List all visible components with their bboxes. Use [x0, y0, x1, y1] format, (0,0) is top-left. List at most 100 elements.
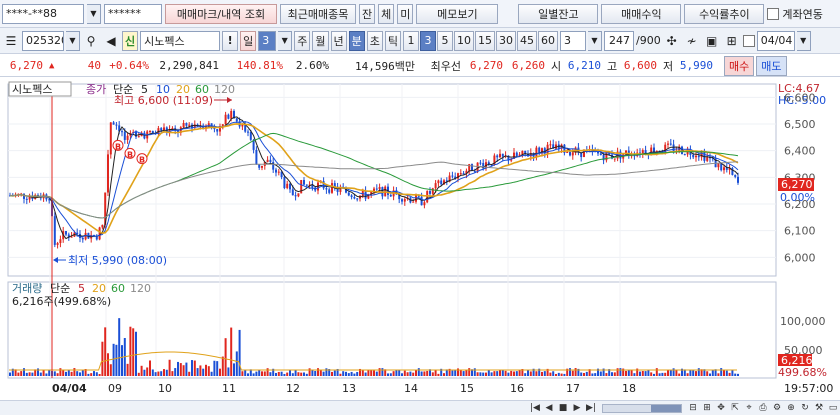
- vol-legend-ma20: 20: [92, 282, 106, 295]
- expand-icon[interactable]: ▭: [828, 403, 838, 413]
- speaker-icon[interactable]: ◀: [106, 33, 116, 48]
- password-field[interactable]: ******: [104, 3, 162, 24]
- candle-body: [107, 154, 109, 193]
- search-icon[interactable]: ⚲: [86, 33, 96, 48]
- settings-icon[interactable]: ⊞: [726, 33, 737, 48]
- candle-body: [611, 154, 613, 159]
- zoom-in-icon[interactable]: ⊞: [703, 403, 711, 413]
- next-icon[interactable]: ▶: [573, 403, 581, 413]
- interval-button-15[interactable]: 15: [475, 30, 495, 51]
- interval-button-1[interactable]: 1: [403, 30, 419, 51]
- volume-bar: [717, 373, 720, 376]
- candle-body: [28, 196, 31, 200]
- balance-button[interactable]: 잔: [359, 3, 376, 24]
- list-icon[interactable]: ☰: [5, 33, 17, 48]
- interval-button-5[interactable]: 5: [437, 30, 453, 51]
- refresh-icon[interactable]: ↻: [801, 403, 809, 413]
- period-month-button[interactable]: 월: [312, 30, 329, 51]
- volume-bar: [454, 369, 457, 376]
- interval-button-60[interactable]: 60: [538, 30, 558, 51]
- zoom-out-icon[interactable]: ⊟: [689, 403, 697, 413]
- period-tick-button[interactable]: 틱: [384, 30, 401, 51]
- volume-value-line: 6,216주(499.68%): [12, 295, 111, 308]
- interval-button-30[interactable]: 30: [496, 30, 516, 51]
- date-field[interactable]: 04/04: [756, 30, 795, 51]
- interval-button-45[interactable]: 45: [517, 30, 537, 51]
- candle-body: [336, 186, 339, 192]
- unexecuted-button[interactable]: 미: [397, 3, 414, 24]
- last-icon[interactable]: ▶|: [586, 403, 596, 413]
- fit-icon[interactable]: ⇱: [731, 403, 739, 413]
- price-volume-chart[interactable]: 시노펙스 종가 단순 5 10 20 60 120 최고 6,600 (11:0…: [0, 78, 840, 400]
- zoom-icon[interactable]: ⊕: [787, 403, 795, 413]
- code-dropdown-icon[interactable]: ▼: [66, 30, 80, 51]
- volume-bar: [289, 370, 291, 376]
- interval-button-3[interactable]: 3: [420, 30, 436, 51]
- sell-button[interactable]: 매도: [756, 55, 787, 76]
- scroll-thumb[interactable]: [651, 404, 681, 412]
- date-checkbox[interactable]: [742, 34, 755, 47]
- volume-bar: [395, 369, 398, 376]
- volume-bar: [70, 371, 73, 376]
- cursor-icon[interactable]: ⌖: [746, 403, 752, 413]
- candle-body: [283, 177, 286, 189]
- daily-balance-button[interactable]: 일별잔고: [518, 3, 599, 24]
- low-price: 5,990: [679, 59, 713, 72]
- count-field[interactable]: 247: [604, 30, 634, 51]
- volume-bar: [59, 368, 62, 376]
- current-price: 6,270: [9, 59, 43, 72]
- volume-bar: [496, 371, 499, 376]
- print-icon[interactable]: ⎙: [759, 403, 767, 413]
- scroll-track[interactable]: [602, 403, 682, 413]
- account-link-checkbox[interactable]: [767, 7, 780, 20]
- candle-body: [297, 193, 300, 197]
- time-axis-label: 11: [222, 382, 236, 395]
- options-icon[interactable]: ⚙: [772, 403, 782, 413]
- period-year-button[interactable]: 년: [330, 30, 347, 51]
- interval-select[interactable]: 3: [560, 30, 586, 51]
- stop-icon[interactable]: ■: [558, 403, 568, 413]
- period-day-button[interactable]: 일: [240, 30, 257, 51]
- period-minute-button[interactable]: 분: [348, 30, 365, 51]
- interval-dropdown-icon[interactable]: ▼: [588, 30, 602, 51]
- crosshair-icon[interactable]: ✣: [666, 33, 677, 48]
- volume-bar: [375, 371, 378, 376]
- alert-button[interactable]: !: [222, 30, 239, 51]
- candle-body: [249, 131, 252, 140]
- memo-button[interactable]: 메모보기: [416, 3, 499, 24]
- indicator-icon[interactable]: ≁: [686, 33, 697, 48]
- interval-button-10[interactable]: 10: [454, 30, 474, 51]
- tools-icon[interactable]: ⚒: [814, 403, 824, 413]
- volume-bar: [191, 360, 193, 376]
- trade-mark-history-button[interactable]: 매매마크/내역 조회: [165, 3, 277, 24]
- volume-bar: [339, 373, 342, 376]
- account-number-field[interactable]: ****-**88: [2, 3, 84, 24]
- trade-profit-button[interactable]: 매매수익: [601, 3, 682, 24]
- execution-button[interactable]: 체: [378, 3, 395, 24]
- first-icon[interactable]: |◀: [530, 403, 540, 413]
- period-dropdown-icon[interactable]: ▼: [278, 30, 293, 51]
- volume-bar: [560, 373, 563, 376]
- candle-body: [641, 150, 644, 155]
- candle-body: [709, 157, 711, 159]
- volume-bar: [417, 368, 420, 376]
- return-trend-button[interactable]: 수익률추이: [684, 3, 765, 24]
- pan-icon[interactable]: ✥: [717, 403, 725, 413]
- period-week-button[interactable]: 주: [294, 30, 311, 51]
- account-dropdown-icon[interactable]: ▼: [87, 3, 101, 24]
- buy-button[interactable]: 매수: [724, 55, 755, 76]
- candle-body: [367, 194, 370, 199]
- prev-icon[interactable]: ◀: [545, 403, 553, 413]
- volume-bar: [552, 371, 555, 376]
- volume-bar: [647, 370, 650, 376]
- volume-bar: [577, 368, 580, 376]
- date-dropdown-icon[interactable]: ▼: [796, 30, 811, 51]
- save-icon[interactable]: ▣: [706, 33, 718, 48]
- volume-bar: [143, 369, 146, 376]
- period-value-field[interactable]: 3: [258, 30, 277, 51]
- period-second-button[interactable]: 초: [366, 30, 383, 51]
- time-axis-label: 10: [158, 382, 172, 395]
- recent-trades-button[interactable]: 최근매매종목: [280, 3, 356, 24]
- volume-bar: [98, 373, 101, 376]
- stock-code-field[interactable]: 025320: [22, 30, 64, 51]
